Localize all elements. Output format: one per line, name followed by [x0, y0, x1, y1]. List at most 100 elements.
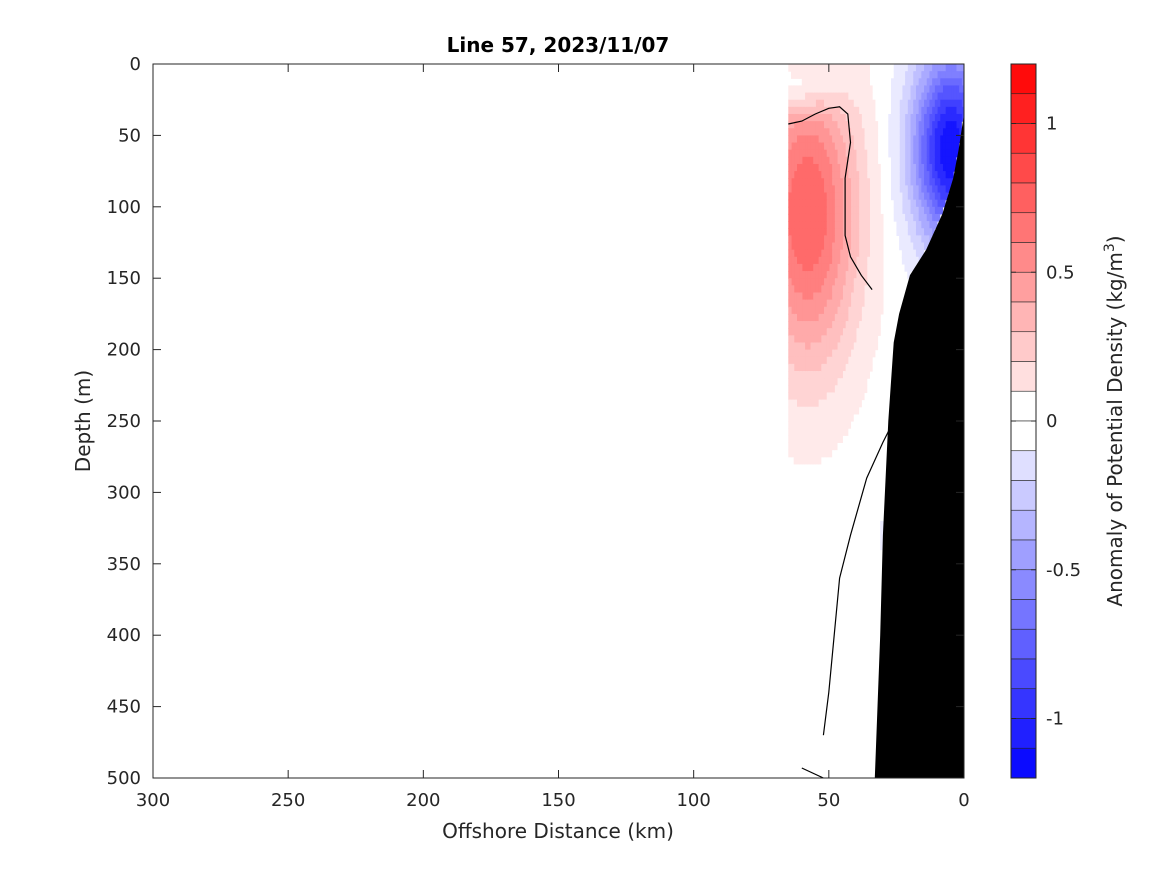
field-cell: [823, 192, 827, 201]
field-cell: [866, 149, 870, 158]
field-cell: [823, 442, 827, 451]
field-cell: [793, 356, 797, 365]
field-cell: [880, 520, 884, 529]
field-cell: [823, 263, 827, 272]
field-cell: [923, 92, 927, 101]
field-cell: [855, 185, 860, 194]
field-cell: [918, 228, 922, 236]
field-cell: [853, 213, 857, 222]
field-cell: [831, 321, 835, 329]
density-anomaly-field: [788, 64, 964, 551]
field-cell: [836, 199, 841, 208]
field-cell: [899, 106, 903, 115]
field-cell: [863, 342, 868, 351]
field-cell: [801, 306, 806, 315]
field-cell: [801, 113, 806, 122]
field-cell: [801, 313, 806, 322]
field-cell: [834, 442, 838, 451]
field-cell: [804, 192, 808, 201]
field-cell: [847, 213, 852, 222]
field-cell: [855, 99, 860, 108]
field-cell: [923, 106, 927, 115]
field-cell: [831, 235, 835, 244]
field-cell: [836, 299, 841, 308]
field-cell: [826, 171, 830, 179]
field-cell: [891, 135, 895, 144]
field-cell: [799, 92, 803, 101]
field-cell: [788, 221, 792, 229]
field-cell: [874, 299, 879, 308]
field-cell: [823, 299, 827, 308]
field-cell: [809, 128, 814, 136]
field-cell: [812, 249, 816, 258]
field-cell: [812, 449, 816, 458]
field-cell: [842, 85, 846, 94]
field-cell: [942, 185, 946, 194]
field-cell: [826, 156, 830, 165]
field-cell: [869, 235, 873, 244]
field-cell: [920, 242, 925, 251]
field-cell: [923, 156, 927, 165]
field-cell: [861, 285, 865, 294]
field-cell: [796, 85, 800, 94]
field-cell: [866, 249, 870, 258]
field-cell: [891, 185, 895, 194]
field-cell: [793, 92, 797, 101]
field-cell: [915, 64, 919, 72]
field-cell: [820, 171, 825, 179]
field-cell: [836, 206, 841, 215]
field-cell: [934, 213, 938, 222]
field-cell: [931, 221, 935, 229]
field-cell: [815, 192, 819, 201]
field-cell: [790, 92, 795, 101]
field-cell: [861, 328, 865, 336]
field-cell: [907, 113, 911, 122]
field-cell: [826, 435, 830, 444]
field-cell: [807, 185, 811, 194]
field-cell: [831, 221, 835, 229]
field-cell: [799, 142, 803, 151]
field-cell: [872, 242, 876, 251]
field-cell: [931, 142, 935, 151]
field-cell: [947, 99, 952, 108]
field-cell: [899, 113, 903, 122]
field-cell: [807, 156, 811, 165]
field-cell: [801, 342, 806, 351]
field-cell: [842, 99, 846, 108]
field-cell: [799, 278, 803, 286]
field-cell: [842, 413, 846, 422]
field-cell: [818, 213, 822, 222]
field-cell: [826, 221, 830, 229]
field-cell: [807, 278, 811, 286]
colorbar-label-main: Anomaly of Potential Density (kg/m: [1103, 252, 1127, 606]
field-cell: [847, 64, 852, 72]
field-cell: [863, 306, 868, 315]
field-cell: [809, 313, 814, 322]
field-cell: [807, 385, 811, 394]
field-cell: [863, 285, 868, 294]
field-cell: [801, 428, 806, 436]
field-cell: [918, 178, 922, 186]
field-cell: [793, 99, 797, 108]
field-cell: [853, 263, 857, 272]
field-cell: [801, 328, 806, 336]
field-cell: [861, 78, 865, 87]
field-cell: [866, 221, 870, 229]
field-cell: [855, 85, 860, 94]
field-cell: [931, 171, 935, 179]
field-cell: [826, 356, 830, 365]
field-cell: [828, 142, 833, 151]
colorbar-label-end: ): [1103, 235, 1127, 243]
field-cell: [950, 163, 954, 172]
field-cell: [901, 149, 906, 158]
field-cell: [920, 113, 925, 122]
field-cell: [907, 171, 911, 179]
field-cell: [947, 106, 952, 115]
field-cell: [809, 178, 814, 186]
field-cell: [842, 299, 846, 308]
field-cell: [942, 85, 946, 94]
field-cell: [863, 292, 868, 301]
field-cell: [799, 421, 803, 429]
field-cell: [942, 199, 946, 208]
